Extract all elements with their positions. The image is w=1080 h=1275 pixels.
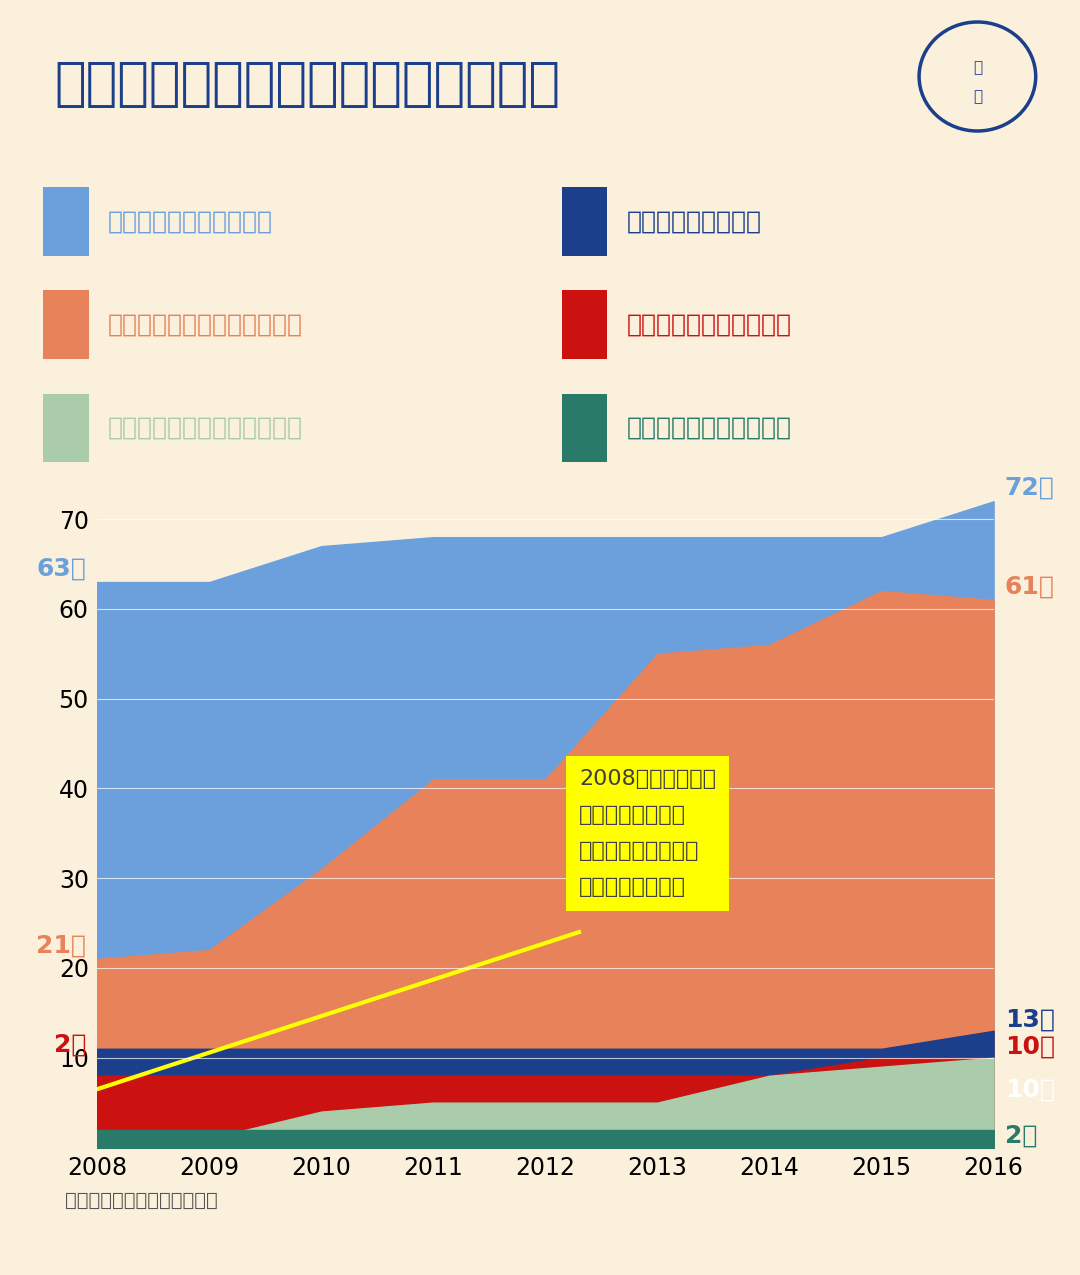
FancyBboxPatch shape xyxy=(562,291,607,360)
Text: 兩岸海、空運直航貨客運新增航點數: 兩岸海、空運直航貨客運新增航點數 xyxy=(54,59,561,110)
FancyBboxPatch shape xyxy=(43,394,89,463)
Text: 台灣累積新增客運航點數: 台灣累積新增客運航點數 xyxy=(626,312,792,337)
Text: 61個: 61個 xyxy=(1004,575,1055,598)
Text: 中國大陸累積新增貨運航點數: 中國大陸累積新增貨運航點數 xyxy=(108,416,303,440)
Text: 10個: 10個 xyxy=(1004,1035,1055,1060)
Text: 面: 面 xyxy=(973,89,982,105)
Text: 中國大陸累積新增港口數: 中國大陸累積新增港口數 xyxy=(108,209,273,233)
Text: 正: 正 xyxy=(973,60,982,75)
Text: 中國大陸累積新增客運航點數: 中國大陸累積新增客運航點數 xyxy=(108,312,303,337)
FancyBboxPatch shape xyxy=(43,187,89,256)
Text: 10個: 10個 xyxy=(1004,1077,1055,1102)
Text: 台灣累積新增港口數: 台灣累積新增港口數 xyxy=(626,209,761,233)
FancyBboxPatch shape xyxy=(562,187,607,256)
Text: 72個: 72個 xyxy=(1004,476,1054,500)
FancyBboxPatch shape xyxy=(562,394,607,463)
Text: 2008年，兩岸兩會
簽署「海峽兩岸包
機會談紀要」、「海
峽兩岸空運協議」: 2008年，兩岸兩會 簽署「海峽兩岸包 機會談紀要」、「海 峽兩岸空運協議」 xyxy=(579,769,716,898)
Text: 63個: 63個 xyxy=(37,557,86,580)
Text: 資料來源：行政院大陸委員會: 資料來源：行政院大陸委員會 xyxy=(65,1191,217,1210)
Text: 2個: 2個 xyxy=(54,1033,86,1056)
FancyBboxPatch shape xyxy=(43,291,89,360)
Text: 13個: 13個 xyxy=(1004,1009,1055,1031)
Text: 2個: 2個 xyxy=(1004,1123,1037,1148)
Text: 21個: 21個 xyxy=(36,933,86,958)
Text: 台灣累積新增貨運航點數: 台灣累積新增貨運航點數 xyxy=(626,416,792,440)
